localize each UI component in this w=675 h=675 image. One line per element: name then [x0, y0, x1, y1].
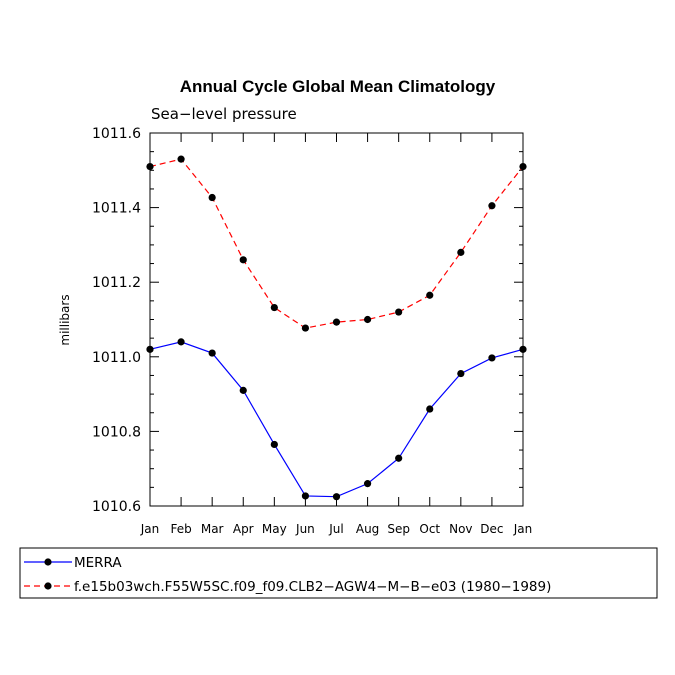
- series-line-1: [149, 158, 524, 329]
- x-tick-label: May: [262, 522, 287, 536]
- x-ticks: Jan Feb Mar Apr May Jun Jul Aug Sep Oct Nov Dec Jan: [140, 133, 533, 536]
- series-1-point: [488, 202, 496, 210]
- series-0-point: [239, 386, 247, 394]
- x-tick-label: Mar: [201, 522, 224, 536]
- series-1-point: [519, 162, 527, 171]
- series-0-point: [426, 405, 434, 413]
- series-1-point: [270, 303, 278, 312]
- series-0-point: [519, 345, 527, 353]
- series-1-point: [363, 315, 372, 324]
- series-1-point: [332, 318, 341, 326]
- series-line-0: [149, 341, 524, 498]
- y-tick-label: 1011.2: [92, 275, 141, 291]
- x-tick-label: Dec: [480, 522, 503, 536]
- y-tick-label: 1011.4: [92, 201, 141, 217]
- series-0-point: [270, 440, 278, 449]
- y-tick-label: 1011.6: [92, 126, 141, 142]
- x-tick-label: Nov: [449, 522, 472, 536]
- series-1-point: [177, 155, 185, 163]
- x-tick-label: Feb: [170, 522, 191, 536]
- series-1-point: [395, 308, 403, 316]
- series-0-point: [395, 454, 403, 462]
- legend-label-merra: MERRA: [74, 555, 122, 571]
- legend-box: [19, 547, 658, 599]
- x-tick-label: Jun: [295, 522, 315, 536]
- x-tick-label: Sep: [387, 522, 410, 536]
- x-tick-label: Oct: [419, 522, 440, 536]
- y-axis-label: millibars: [58, 294, 72, 345]
- chart-title: Annual Cycle Global Mean Climatology: [180, 77, 496, 96]
- series-0-point: [177, 338, 185, 346]
- legend-marker-model: [44, 582, 52, 590]
- chart-subtitle: Sea−level pressure: [151, 105, 297, 123]
- series-1-point: [208, 193, 216, 202]
- y-tick-label: 1010.6: [92, 499, 141, 515]
- legend-label-model: f.e15b03wch.F55W5SC.f09_f09.CLB2−AGW4−M−…: [74, 579, 551, 595]
- x-tick-label: Jul: [328, 522, 343, 536]
- legend-marker-merra: [44, 558, 52, 566]
- series-0-point: [488, 354, 496, 362]
- y-tick-label: 1010.8: [92, 424, 141, 440]
- y-ticks: 1010.6 1010.8 1011.0 1011.2 1011.4 1011.6: [92, 126, 523, 515]
- series-0-point: [208, 349, 216, 357]
- y-tick-label: 1011.0: [92, 350, 141, 366]
- series-0-point: [301, 492, 310, 500]
- series-0-point: [363, 480, 372, 488]
- legend: MERRA f.e15b03wch.F55W5SC.f09_f09.CLB2−A…: [19, 547, 658, 599]
- series-0-point: [146, 345, 154, 353]
- series-1-point: [146, 162, 154, 171]
- x-tick-label: Jan: [140, 522, 160, 536]
- x-tick-label: Apr: [233, 522, 254, 536]
- x-tick-label: Aug: [356, 522, 379, 536]
- series-0-point: [332, 493, 341, 501]
- series-1-point: [457, 248, 465, 256]
- series-layer: [146, 155, 527, 501]
- series-1-point: [301, 324, 310, 332]
- series-0-point: [457, 369, 465, 378]
- series-1-point: [239, 256, 247, 264]
- x-tick-label: Jan: [513, 522, 533, 536]
- series-1-point: [426, 291, 434, 299]
